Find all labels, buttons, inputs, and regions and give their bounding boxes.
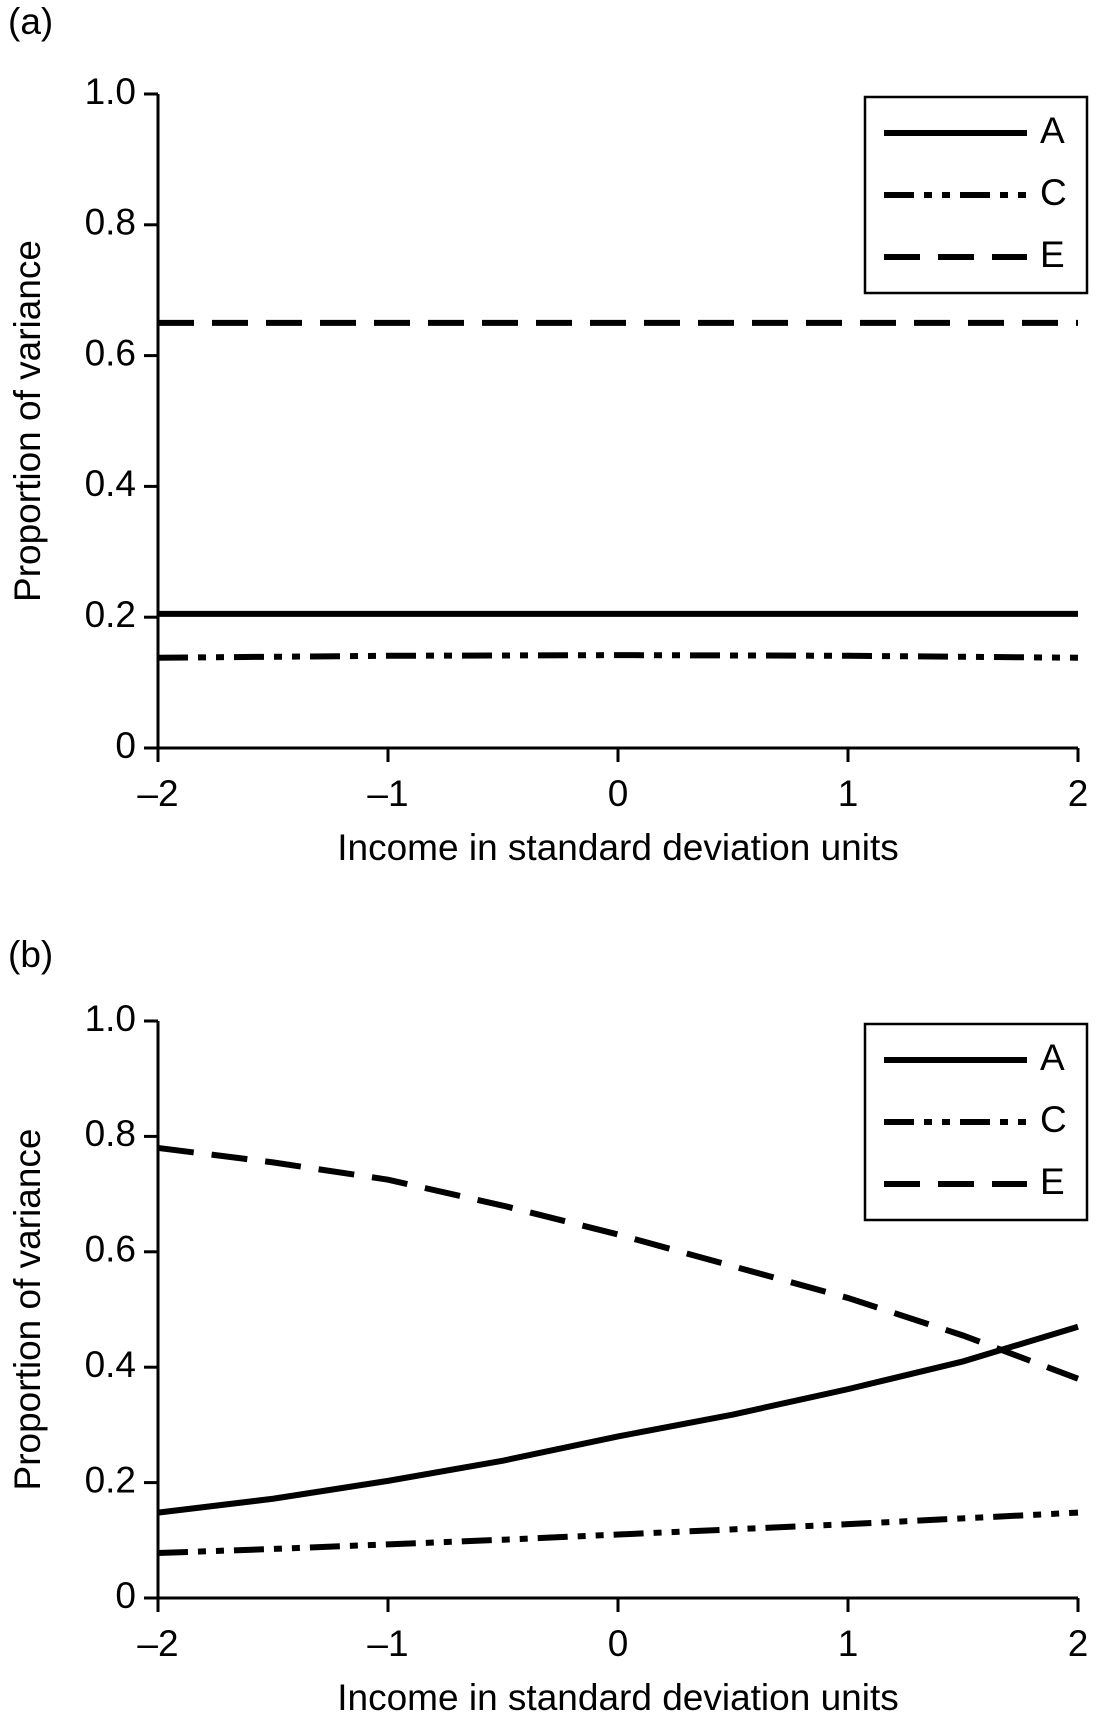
x-axis-label: Income in standard deviation units — [337, 827, 899, 868]
y-tick-label: 0.2 — [85, 1459, 136, 1500]
y-tick-label: 0.8 — [85, 202, 136, 243]
x-tick-label: 2 — [1068, 1623, 1089, 1664]
legend-label: C — [1040, 172, 1067, 213]
y-tick-label: 0.4 — [85, 1344, 136, 1385]
y-tick-label: 0.2 — [85, 594, 136, 635]
y-tick-label: 0.4 — [85, 463, 136, 504]
panel-label: (b) — [8, 934, 53, 975]
x-tick-label: 1 — [838, 773, 859, 814]
series-line — [157, 1509, 1079, 1556]
x-tick-label: 1 — [838, 1623, 859, 1664]
legend-label: A — [1040, 1037, 1065, 1078]
panel-label: (a) — [8, 1, 53, 42]
y-tick-label: 0.6 — [85, 332, 136, 373]
series-line — [157, 1144, 1080, 1382]
y-tick-label: 0.8 — [85, 1113, 136, 1154]
y-tick-label: 1.0 — [85, 998, 136, 1039]
x-tick-label: 2 — [1068, 773, 1089, 814]
x-axis-label: Income in standard deviation units — [337, 1677, 899, 1718]
y-axis-label: Proportion of variance — [7, 1129, 48, 1491]
y-tick-label: 0.6 — [85, 1229, 136, 1270]
x-tick-label: –2 — [137, 1623, 178, 1664]
legend-label: C — [1040, 1099, 1067, 1140]
series-line — [157, 1323, 1079, 1516]
y-tick-label: 0 — [115, 725, 136, 766]
legend-label: E — [1040, 234, 1065, 275]
x-tick-label: 0 — [608, 773, 629, 814]
x-tick-label: –1 — [367, 1623, 408, 1664]
y-axis-label: Proportion of variance — [7, 240, 48, 602]
x-tick-label: –1 — [367, 773, 408, 814]
x-tick-label: 0 — [608, 1623, 629, 1664]
series-line — [157, 652, 1079, 661]
y-tick-label: 0 — [115, 1575, 136, 1616]
legend-label: E — [1040, 1161, 1065, 1202]
y-tick-label: 1.0 — [85, 71, 136, 112]
legend-label: A — [1040, 110, 1065, 151]
x-tick-label: –2 — [137, 773, 178, 814]
